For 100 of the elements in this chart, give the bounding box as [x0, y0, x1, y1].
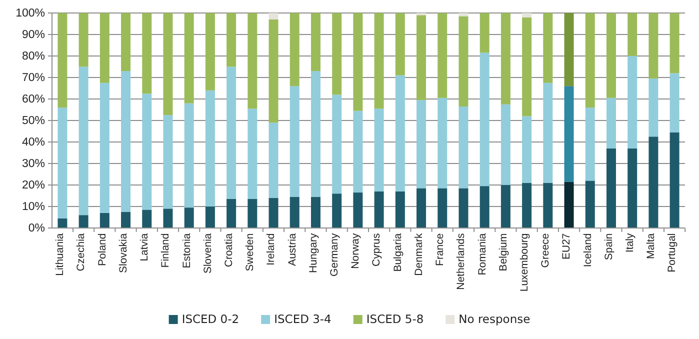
bar: [184, 13, 194, 104]
bar: [670, 13, 680, 74]
bar: [606, 13, 616, 98]
bar: [121, 71, 131, 212]
bar: [248, 108, 258, 199]
y-tick-label: 0%: [28, 222, 45, 235]
bar: [543, 82, 553, 183]
bar: [606, 148, 616, 228]
bar: [543, 13, 553, 83]
x-tick-label: Denmark: [412, 232, 425, 276]
x-tick-label: Iceland: [582, 233, 594, 268]
x-tick-label: Poland: [96, 233, 108, 266]
bar: [438, 188, 448, 228]
bar: [290, 13, 300, 86]
bar: [648, 136, 658, 228]
y-tick-label: 70%: [22, 72, 45, 84]
x-tick-label: Spain: [602, 233, 615, 260]
legend-label: ISCED 0-2: [182, 312, 240, 326]
x-tick-label: Sweden: [244, 233, 256, 272]
x-tick-label: Italy: [624, 232, 636, 253]
bar: [395, 75, 405, 192]
bar: [78, 215, 88, 228]
bar: [121, 13, 131, 72]
bar: [606, 98, 616, 148]
bar: [374, 108, 384, 192]
bar: [564, 182, 574, 228]
bar: [268, 198, 278, 228]
bar: [648, 78, 658, 137]
x-tick-label: Slovakia: [117, 233, 130, 273]
bar: [543, 182, 553, 228]
bar: [458, 106, 468, 188]
bar: [585, 108, 595, 181]
bar: [458, 188, 468, 228]
bar: [205, 206, 215, 228]
bar: [163, 13, 173, 116]
x-tick-label: Lithuania: [54, 233, 66, 276]
bar: [332, 13, 342, 95]
x-tick-label: Greece: [540, 233, 552, 268]
bar: [332, 94, 342, 194]
y-tick-label: 30%: [22, 158, 45, 170]
x-tick-label: Bulgaria: [392, 233, 404, 272]
y-tick-label: 60%: [22, 94, 45, 106]
x-tick-label: Netherlands: [455, 233, 468, 290]
bar: [58, 218, 68, 228]
bar: [121, 212, 131, 228]
bar: [226, 13, 236, 67]
bar: [416, 100, 426, 188]
bar: [353, 110, 363, 193]
bar: [163, 208, 173, 228]
bar: [58, 108, 68, 218]
bar: [205, 13, 215, 90]
bar: [226, 198, 236, 228]
bar: [458, 13, 468, 16]
x-tick-label: Ireland: [265, 233, 278, 266]
x-tick-label: Cyprus: [370, 233, 383, 267]
bar: [248, 13, 258, 109]
bar: [78, 13, 88, 67]
bar: [522, 116, 532, 183]
bar: [100, 82, 110, 213]
bar: [226, 66, 236, 199]
bar: [585, 13, 595, 108]
bar: [458, 16, 468, 107]
x-tick-label: Luxembourg: [518, 233, 530, 292]
bar: [648, 13, 658, 79]
bar: [58, 13, 68, 108]
bar: [480, 52, 490, 186]
x-tick-label: Czechia: [75, 233, 88, 272]
bar: [78, 66, 88, 216]
bar: [310, 196, 320, 228]
x-tick-label: Belgium: [497, 233, 510, 272]
bar: [100, 212, 110, 228]
bar: [522, 13, 532, 18]
bar: [416, 188, 426, 228]
x-tick-label: Hungary: [307, 232, 320, 273]
x-tick-label: Romania: [476, 233, 488, 276]
bar: [438, 98, 448, 188]
x-tick-label: Estonia: [180, 233, 193, 268]
bar: [268, 122, 278, 198]
bar: [628, 56, 638, 148]
bar: [100, 13, 110, 83]
x-tick-label: Austria: [286, 233, 298, 266]
x-tick-label: Finland: [160, 233, 172, 268]
bar: [310, 13, 320, 72]
bar: [184, 103, 194, 208]
bar: [500, 13, 510, 104]
bar: [310, 71, 320, 197]
y-tick-label: 50%: [22, 115, 45, 128]
bar: [290, 196, 300, 228]
bar: [564, 86, 574, 182]
bar: [332, 194, 342, 228]
bar: [628, 148, 638, 228]
y-tick-label: 10%: [22, 201, 45, 214]
bar: [480, 186, 490, 228]
x-tick-label: Portugal: [666, 233, 678, 272]
y-tick-label: 80%: [22, 50, 45, 63]
bar: [500, 104, 510, 185]
bar: [522, 17, 532, 116]
bar: [268, 19, 278, 123]
bar: [374, 13, 384, 109]
bar: [395, 13, 405, 76]
